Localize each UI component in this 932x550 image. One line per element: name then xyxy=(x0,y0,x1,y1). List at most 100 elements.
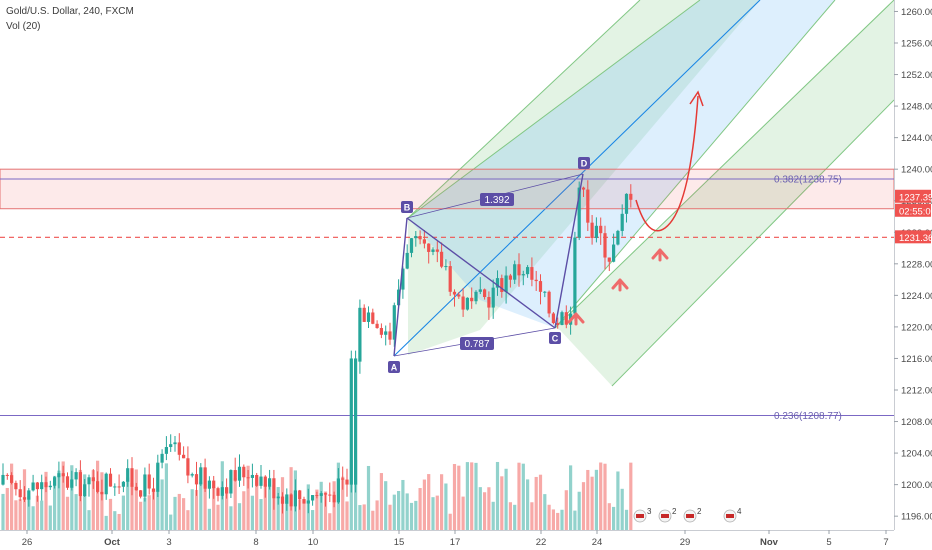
price-tick-label: 1212.00 xyxy=(901,385,932,396)
volume-bar xyxy=(143,497,147,530)
candle-body xyxy=(263,476,267,487)
volume-bar xyxy=(526,479,530,530)
ratio-badge[interactable] xyxy=(480,193,514,206)
ratio-badge[interactable] xyxy=(460,337,494,350)
candle-body xyxy=(289,494,293,507)
volume-bar xyxy=(405,493,409,530)
price-tag[interactable] xyxy=(895,189,931,203)
price-tick-label: 1196.00 xyxy=(901,512,932,523)
candle-body xyxy=(422,239,426,244)
event-count: 2 xyxy=(672,507,677,516)
pitchfork-line xyxy=(554,0,895,329)
volume-bar xyxy=(57,470,61,530)
volume-bar xyxy=(452,464,457,530)
volume-bar xyxy=(375,500,379,530)
candle-body xyxy=(130,468,134,487)
resistance-zone[interactable] xyxy=(0,168,895,210)
pattern-point-badge[interactable] xyxy=(388,361,400,373)
candle-body xyxy=(306,500,310,504)
volume-bar xyxy=(478,487,482,530)
volume-bar xyxy=(156,464,160,530)
volume-indicator-label[interactable]: Vol (20) xyxy=(6,21,41,32)
volume-bar xyxy=(268,486,272,530)
candle-body xyxy=(121,481,125,487)
pattern-point-label: C xyxy=(552,334,559,344)
price-axis-panel xyxy=(894,0,932,550)
time-tick-label: 29 xyxy=(680,537,691,548)
volume-bar xyxy=(414,500,418,530)
price-tag[interactable] xyxy=(895,230,931,244)
event-count: 4 xyxy=(737,507,742,516)
drawings[interactable]: A B C D 1.392 0.787 3 2 2 4 xyxy=(388,90,742,523)
volume-bar xyxy=(126,477,130,530)
time-tick-label: 7 xyxy=(883,537,888,548)
volume-bar xyxy=(612,506,616,530)
volume-bar xyxy=(5,487,9,530)
volume-bar xyxy=(620,488,624,530)
candle-body xyxy=(504,275,508,293)
price-axis[interactable]: 1196.00 1200.00 1204.00 1208.00 1212.00 1216.… xyxy=(894,0,932,550)
pattern-leg[interactable] xyxy=(554,173,584,329)
volume-bar xyxy=(177,493,181,530)
candle-body xyxy=(194,474,199,485)
time-tick-label: 5 xyxy=(826,537,831,548)
pitchfork-inner xyxy=(408,0,835,328)
pattern-point-badge[interactable] xyxy=(578,157,590,169)
pattern-point-badge[interactable] xyxy=(401,201,413,213)
volume-bar xyxy=(173,496,177,530)
candle-body xyxy=(134,486,138,491)
pitchfork-outer-upper xyxy=(408,0,760,355)
volume-bar xyxy=(117,513,121,530)
candle-body xyxy=(328,494,332,496)
volume-bar xyxy=(212,486,216,530)
fib-level-label: 0.236(1208.77) xyxy=(774,411,842,422)
symbol-title[interactable]: Gold/U.S. Dollar, 240, FXCM xyxy=(6,6,134,17)
projection-curve[interactable] xyxy=(635,95,699,232)
candle-body xyxy=(190,474,194,476)
price-tick-label: 1208.00 xyxy=(901,417,932,428)
candle-body xyxy=(44,482,48,488)
candle-body xyxy=(18,489,22,498)
candle-body xyxy=(427,243,431,252)
candle-body xyxy=(177,442,181,455)
volume-bar xyxy=(577,491,581,530)
candle-body xyxy=(465,297,469,310)
volume-bar xyxy=(70,465,74,530)
candle-body xyxy=(173,442,177,445)
volume-bar xyxy=(91,470,95,530)
volume-bar xyxy=(530,502,534,530)
volume-bar xyxy=(164,463,168,530)
volume-bar xyxy=(504,468,508,530)
candle-body xyxy=(255,474,259,486)
candle-body xyxy=(220,487,224,496)
candle-body xyxy=(229,470,233,494)
volume-bar xyxy=(431,497,435,530)
pattern-leg[interactable] xyxy=(393,217,408,357)
time-axis-panel xyxy=(0,530,932,550)
price-tick-label: 1200.00 xyxy=(901,480,932,491)
candle-body xyxy=(573,237,577,314)
candle-body xyxy=(470,297,474,302)
volume-bar xyxy=(358,505,362,530)
candle-body xyxy=(237,466,242,481)
volume-bar xyxy=(418,488,422,530)
price-tag[interactable] xyxy=(895,203,931,217)
volume-bar xyxy=(629,462,633,530)
time-axis[interactable]: 26 Oct 3 8 10 15 17 22 24 29 Nov 5 7 xyxy=(0,530,932,550)
candle-body xyxy=(48,485,52,488)
pattern-point-badge[interactable] xyxy=(549,332,561,344)
volume-bar xyxy=(87,510,91,530)
event-count: 2 xyxy=(697,507,702,516)
candle-body xyxy=(508,275,512,280)
candle-body xyxy=(521,274,525,276)
ratio-label: 0.787 xyxy=(464,339,489,350)
volume-bar xyxy=(246,465,250,530)
volume-bar xyxy=(500,476,504,530)
pattern-leg[interactable] xyxy=(406,217,556,329)
candle-body xyxy=(147,474,151,489)
volume-bar xyxy=(319,481,323,530)
candle-body xyxy=(40,482,44,490)
candle-body xyxy=(452,291,457,295)
volume-bar xyxy=(538,474,543,530)
